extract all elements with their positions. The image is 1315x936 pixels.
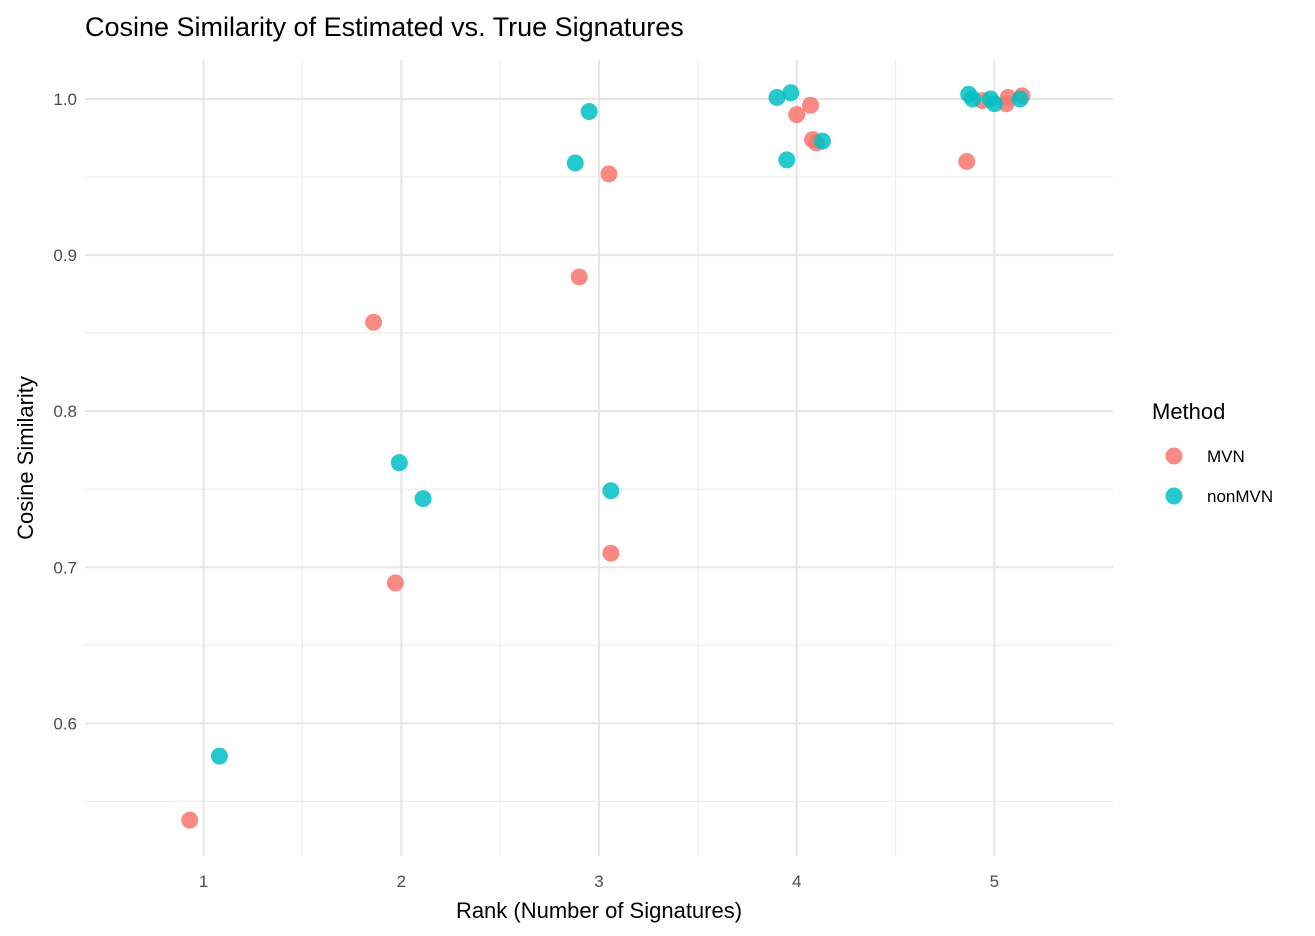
x-tick-label: 1 xyxy=(199,872,208,891)
legend-title: Method xyxy=(1152,399,1225,424)
data-point-nonmvn xyxy=(813,132,831,150)
data-point-nonmvn xyxy=(778,151,796,169)
axis-tick-labels: 0.6 0.7 0.8 0.9 1.0 1 2 3 4 5 xyxy=(53,90,999,891)
x-tick-label: 3 xyxy=(594,872,603,891)
chart-title: Cosine Similarity of Estimated vs. True … xyxy=(85,12,684,42)
data-point-nonmvn xyxy=(985,95,1003,113)
y-tick-label: 1.0 xyxy=(53,90,77,109)
data-point-mvn xyxy=(181,811,199,829)
data-point-mvn xyxy=(386,574,404,592)
data-point-mvn xyxy=(958,152,976,170)
data-point-mvn xyxy=(365,313,383,331)
legend-key-nonmvn xyxy=(1165,487,1183,505)
data-point-nonmvn xyxy=(1011,90,1029,108)
legend-key-mvn xyxy=(1165,447,1183,465)
y-axis-title: Cosine Similarity xyxy=(13,376,38,540)
data-point-mvn xyxy=(788,106,806,124)
x-tick-label: 5 xyxy=(990,872,999,891)
x-tick-label: 4 xyxy=(792,872,801,891)
data-point-nonmvn xyxy=(964,90,982,108)
y-tick-label: 0.7 xyxy=(53,558,77,577)
y-tick-label: 0.8 xyxy=(53,402,77,421)
data-point-mvn xyxy=(802,96,820,114)
data-point-nonmvn xyxy=(602,482,620,500)
data-point-nonmvn xyxy=(580,103,598,121)
x-tick-label: 2 xyxy=(397,872,406,891)
data-point-nonmvn xyxy=(768,88,786,106)
data-point-nonmvn xyxy=(566,154,584,172)
data-points xyxy=(181,84,1031,829)
data-point-nonmvn xyxy=(782,84,800,102)
y-tick-label: 0.9 xyxy=(53,246,77,265)
data-point-nonmvn xyxy=(210,747,228,765)
legend-label-nonmvn: nonMVN xyxy=(1207,487,1273,506)
data-point-mvn xyxy=(600,165,618,183)
data-point-nonmvn xyxy=(414,490,432,508)
legend: Method MVN nonMVN xyxy=(1152,399,1273,506)
y-tick-label: 0.6 xyxy=(53,714,77,733)
grid-lines xyxy=(85,60,1113,856)
legend-label-mvn: MVN xyxy=(1207,447,1245,466)
x-axis-title: Rank (Number of Signatures) xyxy=(456,898,742,923)
data-point-nonmvn xyxy=(390,454,408,472)
data-point-mvn xyxy=(570,268,588,286)
data-point-mvn xyxy=(602,544,620,562)
